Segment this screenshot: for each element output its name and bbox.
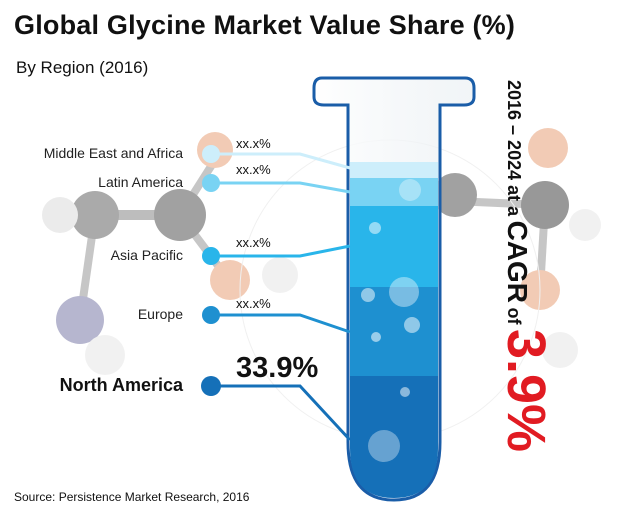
value-label: 33.9% (236, 352, 319, 384)
cagr-annotation: 2016 – 2024 at a CAGR of 3.9% (496, 80, 565, 480)
cagr-of: of (504, 307, 524, 325)
connector-line-2 (211, 244, 351, 258)
chart-title: Global Glycine Market Value Share (%) (14, 10, 516, 40)
value-label: xx.x% (236, 136, 271, 151)
legend-dot-1 (202, 174, 220, 192)
region-label: North America (59, 375, 183, 395)
legend-dot-2 (202, 247, 220, 265)
value-label: xx.x% (236, 235, 271, 250)
liquid-band-middle-east-and-africa (350, 162, 438, 178)
region-label: Europe (137, 306, 183, 322)
value-label: xx.x% (236, 296, 271, 311)
region-label: Middle East and Africa (43, 145, 183, 161)
liquid-band-asia-pacific (350, 206, 438, 287)
connector-line-3 (211, 313, 351, 334)
legend-dot-3 (202, 306, 220, 324)
legend-dot-4 (201, 376, 221, 396)
liquid-band-europe (350, 287, 438, 376)
cagr-prefix: 2016 – 2024 at a (504, 80, 524, 217)
region-label: Latin America (98, 174, 183, 190)
tube-liquid (350, 162, 438, 498)
source-note: Source: Persistence Market Research, 201… (14, 490, 250, 504)
liquid-band-latin-america (350, 178, 438, 206)
liquid-band-north-america (350, 376, 438, 498)
legend-dot-0 (202, 145, 220, 163)
cagr-value: 3.9% (496, 328, 556, 453)
connectors (201, 145, 352, 442)
bubbles (361, 179, 421, 462)
region-label: Asia Pacific (110, 247, 183, 263)
cagr-word: CAGR (502, 220, 533, 304)
connector-line-0 (211, 152, 351, 170)
connector-line-4 (211, 384, 352, 442)
chart-subtitle: By Region (2016) (16, 58, 149, 77)
connector-line-1 (211, 181, 351, 194)
value-label: xx.x% (236, 162, 271, 177)
